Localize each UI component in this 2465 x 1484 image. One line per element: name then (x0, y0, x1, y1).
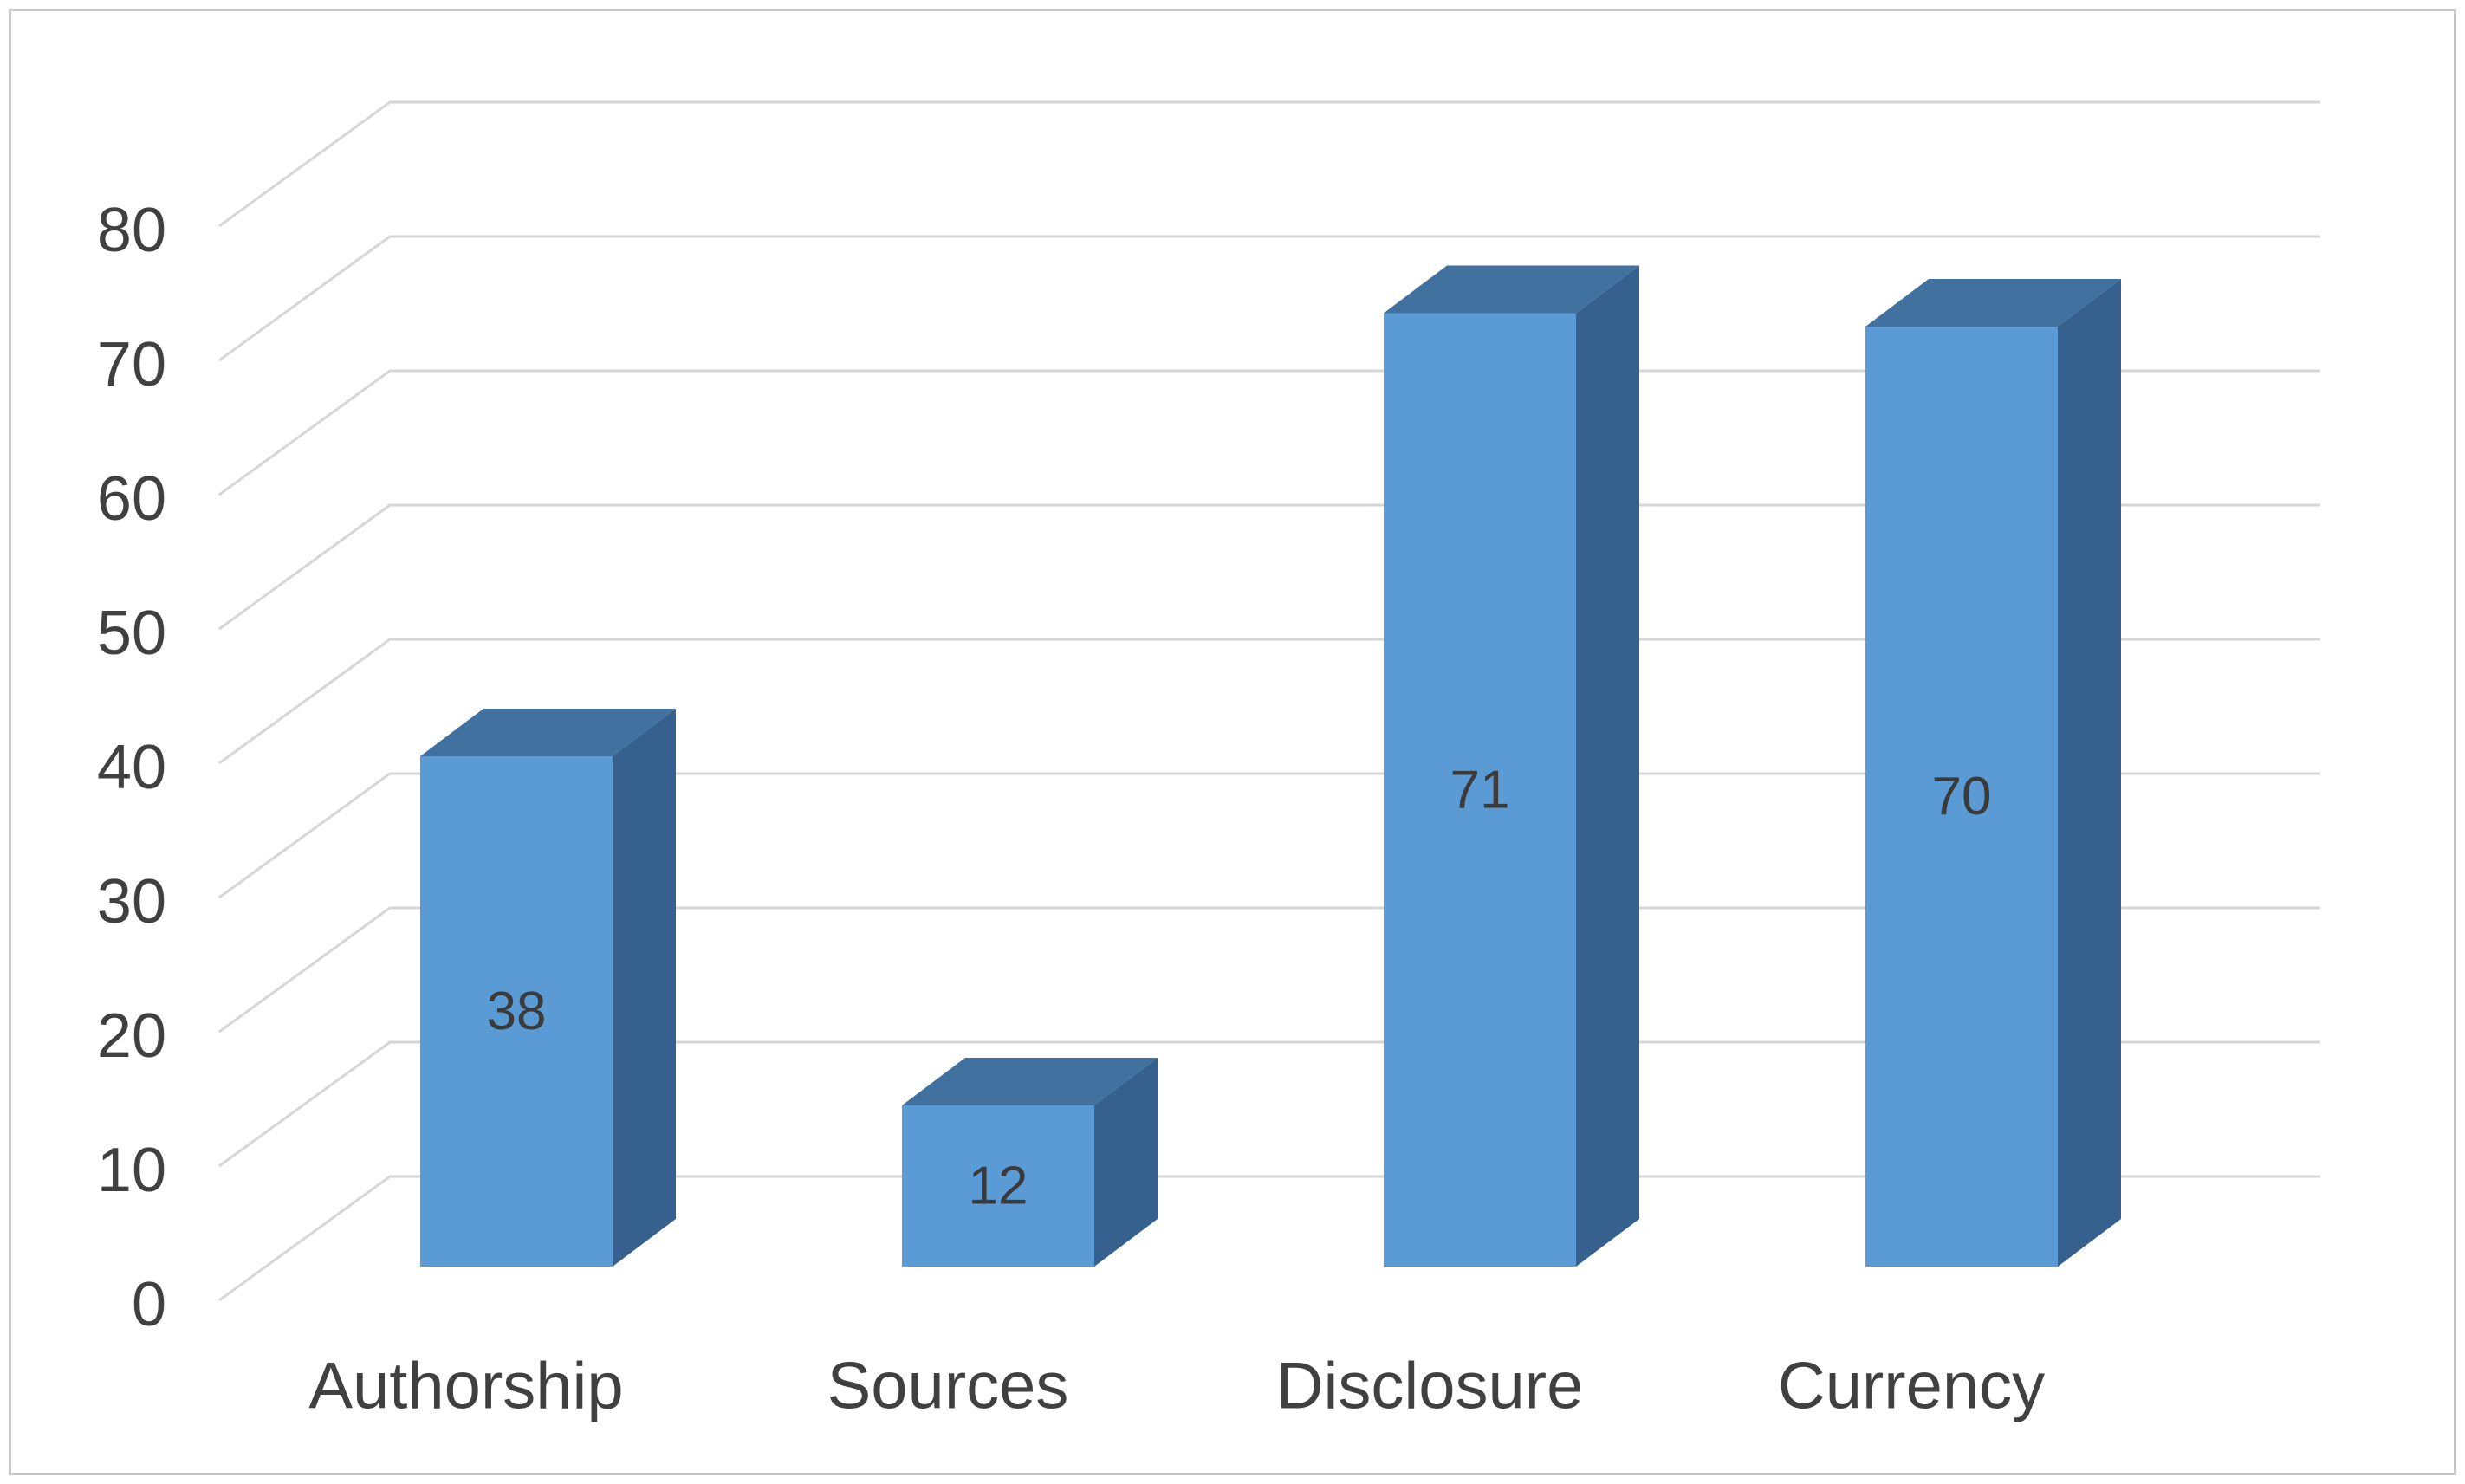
bar-data-label: 12 (969, 1157, 1028, 1216)
bar-side-face (613, 709, 676, 1267)
y-tick-label: 60 (97, 464, 166, 534)
y-tick-label: 10 (97, 1136, 166, 1205)
y-tick-label: 30 (97, 867, 166, 936)
gridline (218, 772, 2320, 899)
y-tick-label: 50 (97, 599, 166, 668)
bar-top-face (1865, 279, 2121, 327)
bar-data-label: 38 (487, 982, 547, 1041)
y-tick-label: 70 (97, 330, 166, 399)
bar-side-face (1576, 265, 1639, 1267)
bar-top-face (902, 1058, 1158, 1105)
gridline (218, 1175, 2320, 1302)
y-tick-label: 20 (97, 1001, 166, 1071)
gridline (218, 638, 2320, 765)
gridline (218, 369, 2320, 496)
bar-front-face (1865, 327, 2058, 1267)
bar-top-face (1384, 265, 1639, 314)
category-label: Currency (1778, 1350, 2045, 1423)
y-tick-label: 80 (97, 196, 166, 265)
bar-data-label: 70 (1932, 767, 1992, 826)
category-label: Disclosure (1276, 1350, 1584, 1423)
bar-side-face (2058, 279, 2121, 1267)
bar-side-face (1094, 1058, 1158, 1267)
bar-sources: 12 (902, 1058, 1158, 1267)
bar-front-face (420, 756, 613, 1267)
gridline (218, 906, 2320, 1034)
bar-authorship: 38 (420, 709, 676, 1267)
bar-front-face (902, 1105, 1094, 1267)
category-label: Authorship (308, 1350, 623, 1423)
y-tick-label: 0 (132, 1270, 166, 1339)
y-axis-tick-labels: 0 10 20 30 40 50 60 70 80 (97, 196, 166, 1339)
gridline (218, 503, 2320, 631)
x-axis-category-labels: Authorship Sources Disclosure Currency (308, 1350, 2045, 1423)
bar-currency: 70 (1865, 279, 2121, 1267)
category-label: Sources (827, 1350, 1069, 1423)
gridlines (218, 100, 2320, 1302)
gridline (218, 100, 2320, 228)
gridline (218, 235, 2320, 362)
gridline (218, 1040, 2320, 1168)
bar-top-face (420, 709, 676, 756)
bar-disclosure: 71 (1384, 265, 1639, 1267)
bar-series: 38 12 71 70 (420, 265, 2121, 1267)
bar-front-face (1384, 313, 1576, 1267)
bar-data-label: 71 (1450, 760, 1510, 820)
y-tick-label: 40 (97, 733, 166, 802)
